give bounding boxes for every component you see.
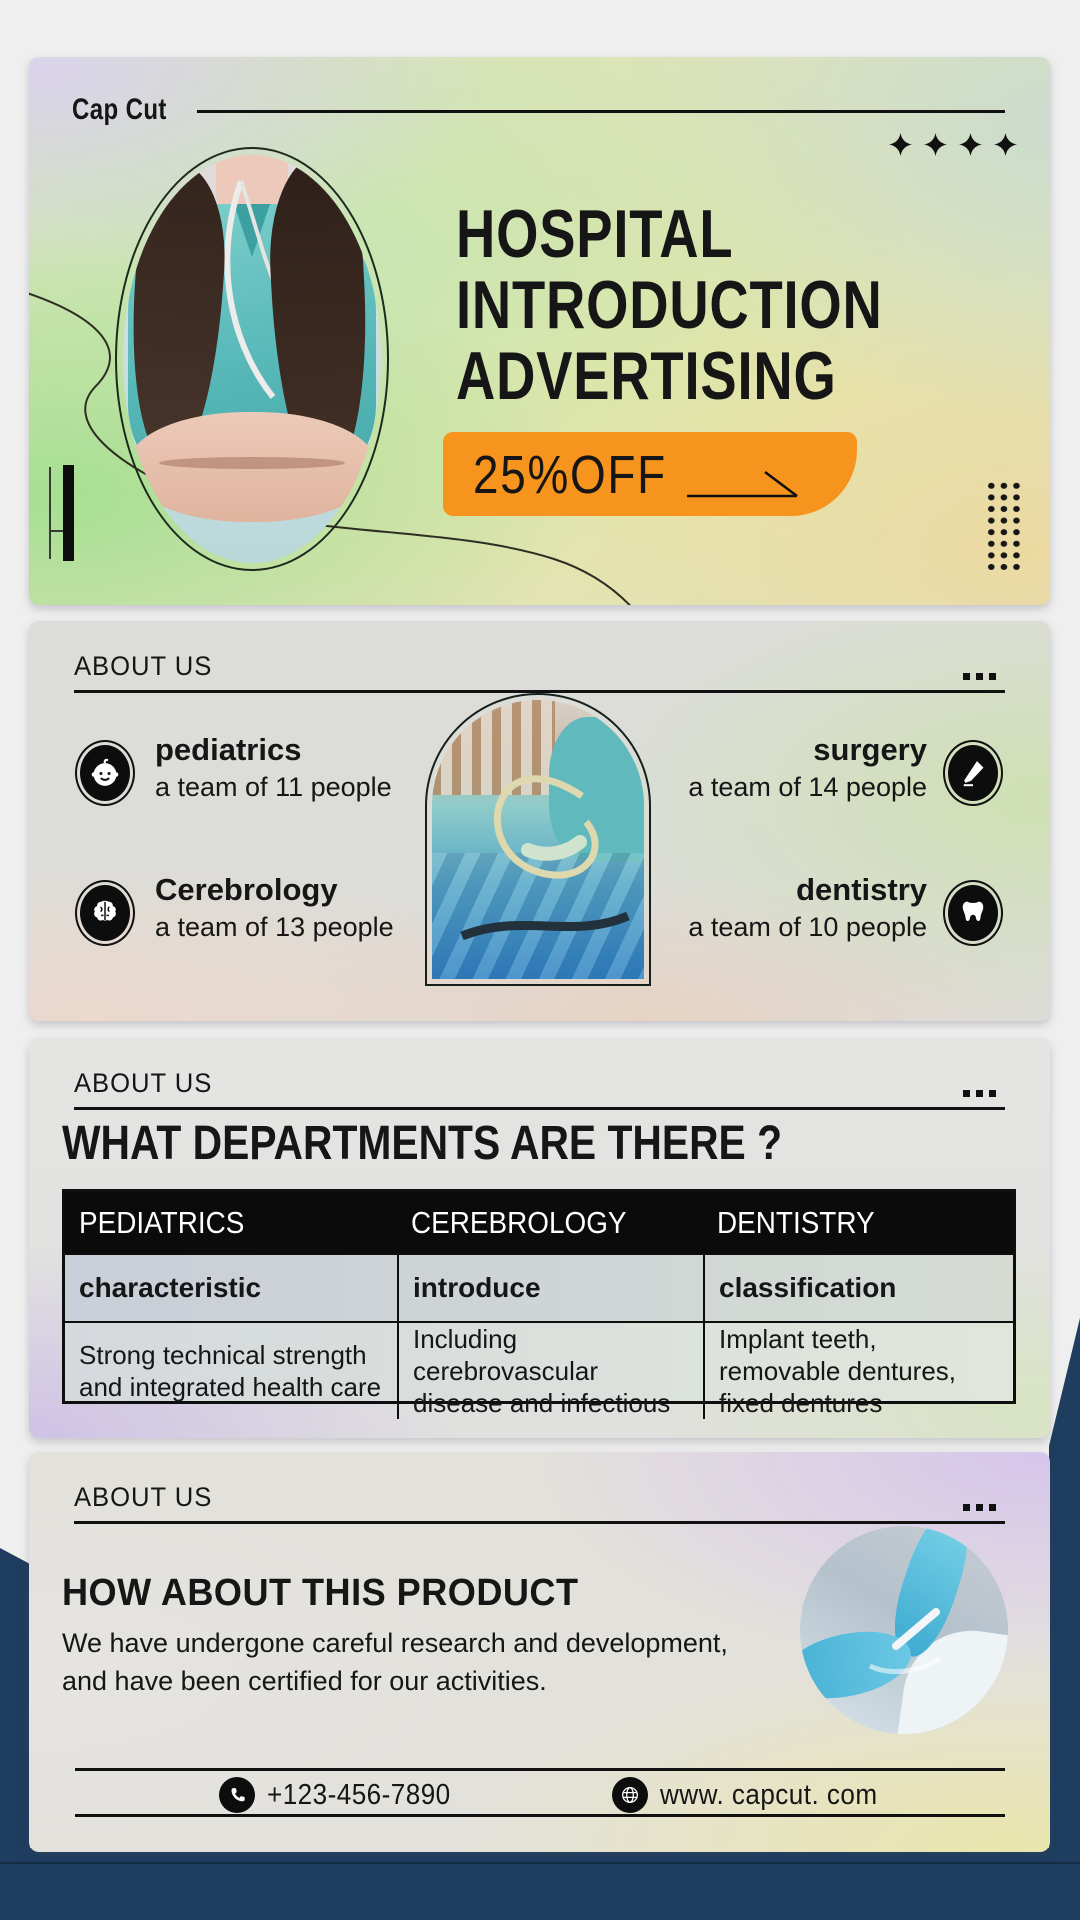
dept-badge bbox=[75, 880, 135, 946]
sparkle-icon bbox=[994, 133, 1017, 156]
arrow-icon bbox=[687, 470, 798, 498]
dept-team-size: a team of 10 people bbox=[688, 912, 927, 942]
contact-divider-top bbox=[75, 1768, 1005, 1771]
dept-badge bbox=[943, 740, 1003, 806]
table-body-cell: Strong technical strength and integrated… bbox=[79, 1340, 382, 1402]
ellipsis-dots bbox=[963, 673, 996, 680]
section-underline bbox=[74, 1107, 1005, 1110]
baby-icon bbox=[80, 745, 130, 801]
departments-heading: WHAT DEPARTMENTS ARE THERE ? bbox=[62, 1117, 783, 1170]
product-heading: HOW ABOUT THIS PRODUCT bbox=[62, 1572, 579, 1614]
table-body-cell: Implant teeth, removable dentures, fixed… bbox=[703, 1323, 1013, 1419]
sparkle-icon bbox=[959, 133, 982, 156]
team-card: ABOUT US pediatrics a team bbox=[29, 621, 1050, 1021]
contact-divider-bottom bbox=[75, 1814, 1005, 1817]
brand-logo: Cap Cut bbox=[72, 93, 167, 126]
sparkle-icon bbox=[924, 133, 947, 156]
table-header-row: PEDIATRICS CEREBROLOGY DENTISTRY bbox=[65, 1192, 1013, 1253]
product-body: We have undergone careful research and d… bbox=[62, 1624, 728, 1700]
dept-pediatrics: pediatrics a team of 11 people bbox=[155, 731, 575, 805]
table-body-cell: Including cerebrovascular disease and in… bbox=[397, 1323, 703, 1419]
hero-card: Cap Cut bbox=[29, 57, 1050, 605]
table-header-cell: DENTISTRY bbox=[717, 1204, 875, 1240]
section-label: ABOUT US bbox=[74, 1482, 213, 1512]
dept-surgery: surgery a team of 14 people bbox=[507, 731, 927, 805]
navy-footer-divider bbox=[0, 1862, 1080, 1864]
table-body-row: Strong technical strength and integrated… bbox=[65, 1321, 1013, 1419]
deco-tick bbox=[49, 530, 64, 532]
section-underline bbox=[74, 690, 1005, 693]
crossed-arms bbox=[128, 412, 376, 523]
table-header-cell: CEREBROLOGY bbox=[411, 1204, 627, 1240]
section-underline bbox=[74, 1521, 1005, 1524]
offer-banner: 25%OFF bbox=[443, 432, 857, 516]
table-header-cell: PEDIATRICS bbox=[79, 1204, 245, 1240]
dept-team-size: a team of 11 people bbox=[155, 772, 392, 802]
departments-card: ABOUT US WHAT DEPARTMENTS ARE THERE ? PE… bbox=[29, 1038, 1050, 1438]
deco-bar bbox=[63, 465, 74, 561]
lab-photo bbox=[800, 1526, 1008, 1734]
dept-name: Cerebrology bbox=[155, 872, 338, 907]
hero-title-line: INTRODUCTION bbox=[456, 267, 883, 343]
ellipsis-dots bbox=[963, 1504, 996, 1511]
hero-title-line: ADVERTISING bbox=[456, 338, 837, 414]
navy-footer-band bbox=[0, 1848, 1080, 1920]
table-subheader-row: characteristic introduce classification bbox=[65, 1253, 1013, 1321]
product-body-line: We have undergone careful research and d… bbox=[62, 1628, 728, 1658]
product-body-line: and have been certified for our activiti… bbox=[62, 1666, 547, 1696]
dept-name: dentistry bbox=[796, 872, 927, 907]
scalpel-icon bbox=[948, 745, 998, 801]
nurse-photo-frame bbox=[115, 147, 389, 571]
phone-icon bbox=[219, 1777, 255, 1813]
section-label: ABOUT US bbox=[74, 1068, 213, 1098]
tube-and-instrument bbox=[460, 775, 630, 941]
table-subheader-cell: introduce bbox=[397, 1255, 703, 1321]
dept-team-size: a team of 13 people bbox=[155, 912, 394, 942]
product-card: ABOUT US HOW ABOUT THIS PRODUCT We have … bbox=[29, 1452, 1050, 1852]
arm-shadow bbox=[159, 456, 345, 470]
brain-icon bbox=[80, 885, 130, 941]
nurse-photo bbox=[123, 155, 381, 563]
sparkle-icon bbox=[889, 133, 912, 156]
website-url: www. capcut. com bbox=[660, 1779, 878, 1811]
dept-team-size: a team of 14 people bbox=[688, 772, 927, 802]
surgery-photo bbox=[432, 700, 644, 979]
hero-title-line: HOSPITAL bbox=[456, 196, 734, 272]
globe-icon bbox=[612, 1777, 648, 1813]
phone-number: +123-456-7890 bbox=[267, 1779, 451, 1811]
tooth-icon bbox=[948, 885, 998, 941]
dot-grid-decoration bbox=[982, 478, 1020, 570]
brand-underline bbox=[197, 110, 1005, 113]
dept-name: surgery bbox=[813, 732, 927, 767]
test-tube bbox=[868, 1608, 942, 1674]
navy-corner-right bbox=[1049, 1318, 1080, 1920]
dept-dentistry: dentistry a team of 10 people bbox=[507, 871, 927, 945]
deco-line bbox=[49, 467, 51, 559]
dept-name: pediatrics bbox=[155, 732, 302, 767]
surgery-photo-frame bbox=[425, 693, 651, 986]
dept-cerebrology: Cerebrology a team of 13 people bbox=[155, 871, 575, 945]
dept-badge bbox=[75, 740, 135, 806]
departments-table: PEDIATRICS CEREBROLOGY DENTISTRY charact… bbox=[62, 1189, 1016, 1419]
dept-badge bbox=[943, 880, 1003, 946]
offer-text: 25%OFF bbox=[473, 445, 667, 505]
hero-title: HOSPITAL INTRODUCTION ADVERTISING bbox=[456, 199, 989, 412]
section-label: ABOUT US bbox=[74, 651, 213, 681]
table-subheader-cell: characteristic bbox=[79, 1272, 262, 1303]
table-subheader-cell: classification bbox=[703, 1255, 1013, 1321]
ellipsis-dots bbox=[963, 1090, 996, 1097]
sparkle-row bbox=[889, 133, 1017, 156]
